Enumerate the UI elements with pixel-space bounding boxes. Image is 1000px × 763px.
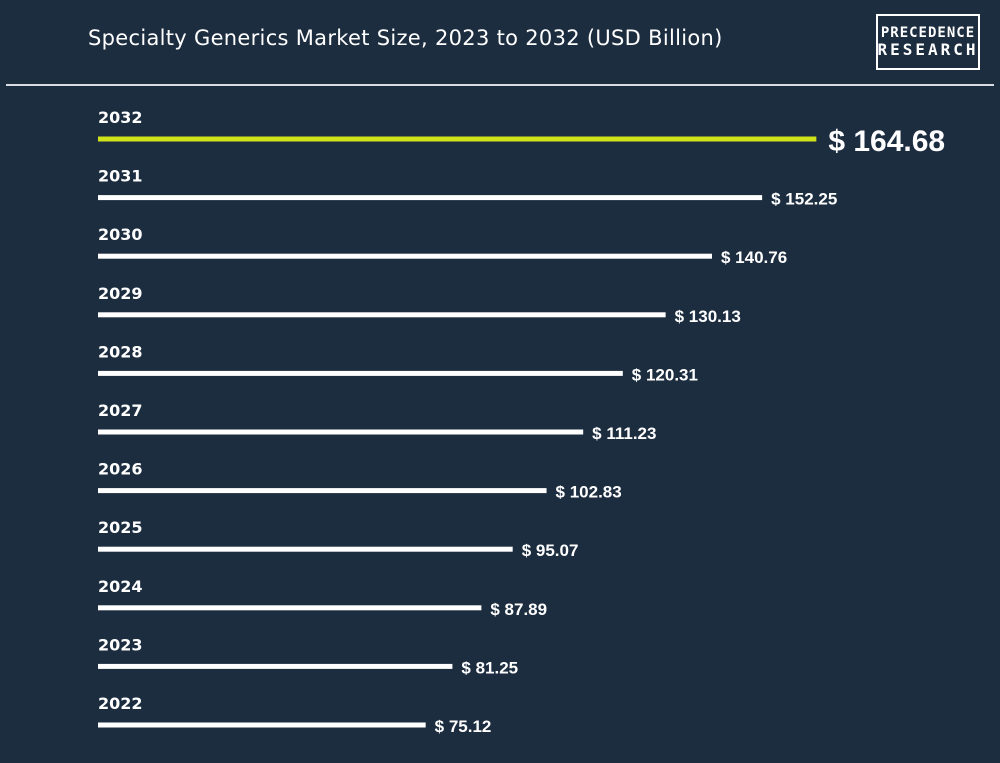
bar-2026 — [98, 488, 547, 494]
bar-2025 — [98, 546, 513, 552]
value-label-2029: $ 130.13 — [675, 307, 741, 326]
value-label-2031: $ 152.25 — [771, 190, 837, 209]
year-label-2030: 2030 — [98, 225, 143, 244]
bar-2030 — [98, 253, 712, 259]
year-label-2028: 2028 — [98, 342, 143, 361]
year-label-2022: 2022 — [98, 694, 143, 713]
logo-line-2: RESEARCH — [877, 39, 979, 59]
year-label-2032: 2032 — [98, 108, 143, 127]
value-label-2030: $ 140.76 — [721, 248, 787, 267]
bar-2029 — [98, 312, 666, 318]
year-label-2023: 2023 — [98, 635, 143, 654]
value-label-2022: $ 75.12 — [435, 717, 492, 736]
bar-2027 — [98, 429, 584, 435]
bar-2032 — [98, 136, 817, 142]
value-label-2025: $ 95.07 — [522, 541, 579, 560]
bar-2022 — [98, 722, 426, 728]
year-label-2025: 2025 — [98, 518, 143, 537]
value-label-2028: $ 120.31 — [632, 365, 698, 384]
bar-2024 — [98, 605, 482, 611]
year-label-2029: 2029 — [98, 284, 143, 303]
value-label-2026: $ 102.83 — [556, 483, 622, 502]
chart-title: Specialty Generics Market Size, 2023 to … — [88, 26, 723, 50]
header-divider — [6, 84, 994, 86]
bar-2028 — [98, 370, 623, 376]
value-label-2024: $ 87.89 — [490, 600, 547, 619]
year-label-2027: 2027 — [98, 401, 143, 420]
value-label-2032: $ 164.68 — [828, 125, 945, 158]
precedence-research-logo: PRECEDENCE RESEARCH — [876, 14, 980, 70]
value-label-2027: $ 111.23 — [592, 424, 656, 443]
value-label-2023: $ 81.25 — [461, 658, 518, 677]
year-label-2031: 2031 — [98, 167, 143, 186]
year-label-2024: 2024 — [98, 577, 143, 596]
bar-2031 — [98, 195, 763, 201]
year-label-2026: 2026 — [98, 460, 143, 479]
bar-2023 — [98, 663, 453, 669]
logo-line-1: PRECEDENCE — [880, 24, 976, 41]
